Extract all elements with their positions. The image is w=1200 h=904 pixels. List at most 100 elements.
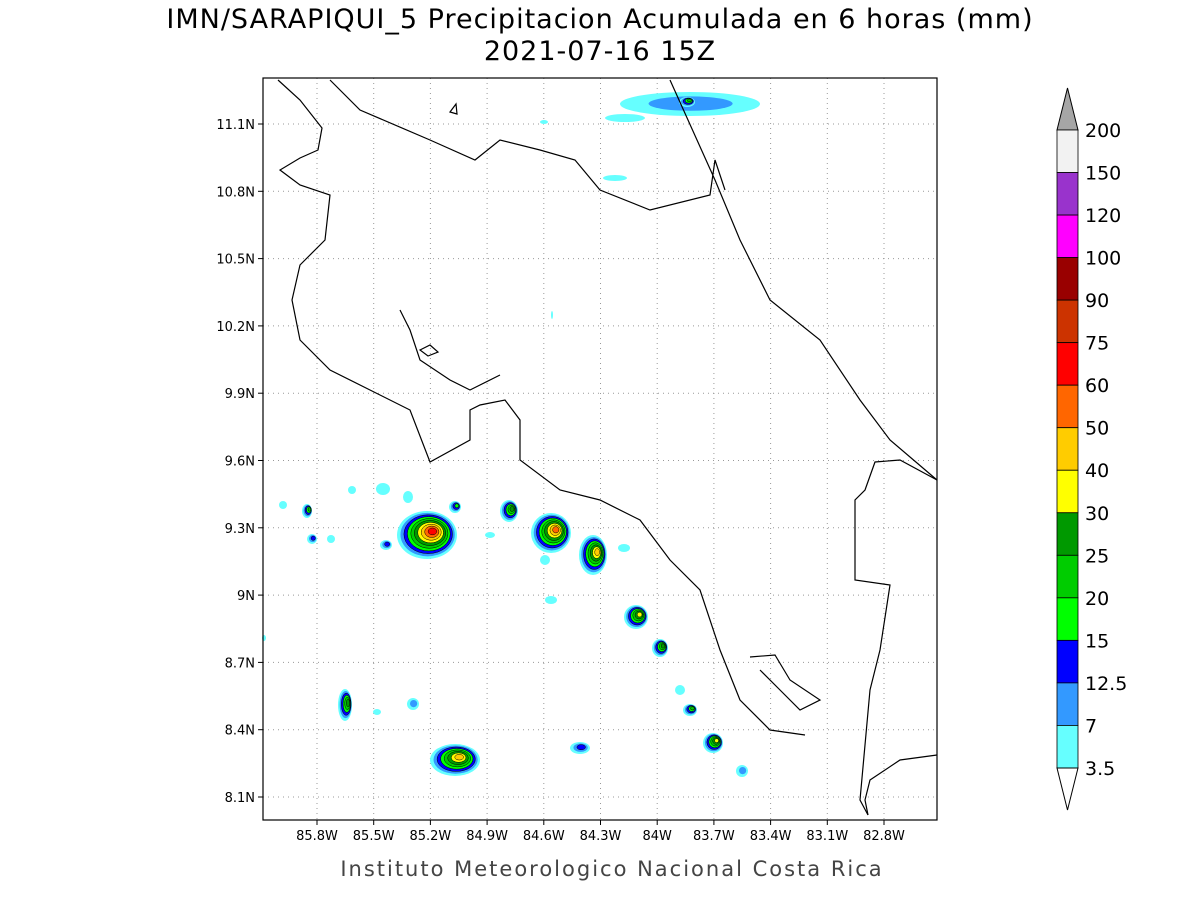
gulf-of-nicoya bbox=[399, 309, 501, 391]
colorbar-box bbox=[1056, 384, 1079, 429]
lat-label: 11.1N bbox=[216, 118, 255, 133]
rain-area bbox=[605, 114, 645, 122]
lon-label: 84.9W bbox=[466, 829, 508, 844]
rain-area bbox=[618, 544, 630, 552]
rain-area bbox=[603, 175, 627, 181]
colorbar-box bbox=[1056, 214, 1079, 258]
colorbar-label: 7 bbox=[1085, 715, 1097, 737]
coastline bbox=[277, 79, 806, 736]
lat-label: 9.6N bbox=[225, 455, 255, 470]
rain-area bbox=[509, 506, 515, 512]
map-frame bbox=[262, 77, 938, 821]
lon-label: 84.6W bbox=[523, 829, 565, 844]
lat-label: 10.2N bbox=[216, 320, 255, 335]
title: IMN/SARAPIQUI_5 Precipitacion Acumulada … bbox=[166, 4, 1033, 35]
lat-label: 9.9N bbox=[225, 387, 255, 402]
panama-coast bbox=[864, 754, 938, 816]
rain-area bbox=[540, 120, 548, 124]
coastlines bbox=[277, 79, 938, 816]
rain-area bbox=[373, 709, 381, 715]
rain-area bbox=[594, 548, 600, 556]
rain-area bbox=[454, 503, 460, 509]
island bbox=[418, 344, 440, 357]
caribbean-coast bbox=[669, 79, 938, 481]
colorbar-box bbox=[1056, 469, 1079, 514]
lon-label: 85.5W bbox=[353, 829, 395, 844]
colorbar-box bbox=[1056, 342, 1079, 386]
lat-label: 9.3N bbox=[225, 522, 255, 537]
colorbar: 200 150 120 100 90 75 60 50 40 30 25 20 15 12.5 7 3.5 bbox=[1056, 87, 1127, 811]
rain-area bbox=[636, 611, 643, 618]
border-nicaragua bbox=[329, 79, 726, 211]
lon-label: 84W bbox=[642, 829, 672, 844]
rain-area bbox=[410, 700, 418, 708]
colorbar-label: 60 bbox=[1085, 375, 1109, 397]
lon-label: 82.8W bbox=[863, 829, 905, 844]
lat-label: 10.5N bbox=[216, 253, 255, 268]
colorbar-label: 20 bbox=[1085, 588, 1109, 610]
colorbar-label: 150 bbox=[1085, 163, 1121, 185]
rain-area bbox=[454, 754, 464, 761]
lon-label: 85.8W bbox=[296, 829, 338, 844]
colorbar-label: 3.5 bbox=[1085, 758, 1115, 780]
colorbar-box bbox=[1056, 427, 1079, 471]
rain-area bbox=[310, 535, 316, 541]
island bbox=[448, 102, 458, 115]
colorbar-label: 75 bbox=[1085, 333, 1109, 355]
colorbar-box bbox=[1056, 257, 1079, 301]
lon-label: 83.4W bbox=[750, 829, 792, 844]
lon-label: 85.2W bbox=[409, 829, 451, 844]
colorbar-box bbox=[1056, 512, 1079, 556]
rain-area bbox=[545, 596, 557, 604]
colorbar-under bbox=[1056, 767, 1079, 811]
osa-peninsula bbox=[749, 654, 822, 711]
rain-area bbox=[279, 501, 287, 509]
rain-area bbox=[346, 699, 350, 707]
colorbar-box bbox=[1056, 639, 1079, 684]
rain-area bbox=[576, 744, 586, 751]
colorbar-label: 50 bbox=[1085, 418, 1109, 440]
lat-label: 10.8N bbox=[216, 185, 255, 200]
rain-area bbox=[739, 767, 747, 775]
rain-area bbox=[485, 532, 495, 538]
colorbar-box bbox=[1056, 172, 1079, 216]
colorbar-box bbox=[1056, 682, 1079, 726]
border-panama bbox=[854, 459, 938, 816]
colorbar-box bbox=[1056, 725, 1079, 769]
rain-area bbox=[686, 98, 692, 103]
colorbar-label: 200 bbox=[1085, 120, 1121, 142]
precipitation bbox=[262, 92, 760, 777]
rain-area bbox=[427, 527, 437, 536]
rain-area bbox=[690, 706, 695, 711]
lat-label: 9N bbox=[237, 589, 255, 604]
rain-area bbox=[384, 541, 391, 547]
footer: Instituto Meteorologico Nacional Costa R… bbox=[340, 857, 883, 881]
colorbar-label: 25 bbox=[1085, 545, 1109, 567]
rain-area bbox=[551, 311, 553, 319]
rain-area bbox=[675, 685, 685, 695]
colorbar-box bbox=[1056, 299, 1079, 344]
lat-label: 8.4N bbox=[225, 724, 255, 739]
lon-label: 84.3W bbox=[580, 829, 622, 844]
colorbar-label: 120 bbox=[1085, 205, 1121, 227]
rain-area bbox=[540, 555, 550, 565]
colorbar-label: 30 bbox=[1085, 503, 1109, 525]
colorbar-label: 15 bbox=[1085, 630, 1109, 652]
rain-area bbox=[403, 491, 413, 503]
colorbar-label: 90 bbox=[1085, 290, 1109, 312]
colorbar-label: 12.5 bbox=[1085, 673, 1127, 695]
rain-area bbox=[714, 738, 719, 743]
colorbar-label: 100 bbox=[1085, 248, 1121, 270]
lon-label: 83.7W bbox=[693, 829, 735, 844]
colorbar-over bbox=[1056, 87, 1079, 131]
rain-area bbox=[552, 526, 560, 534]
rain-area bbox=[660, 643, 666, 649]
rain-area bbox=[348, 486, 356, 494]
rain-area bbox=[327, 535, 335, 543]
colorbar-box bbox=[1056, 554, 1079, 599]
subtitle: 2021-07-16 15Z bbox=[484, 36, 716, 67]
lat-label: 8.7N bbox=[225, 656, 255, 671]
lon-label: 83.1W bbox=[806, 829, 848, 844]
colorbar-label: 40 bbox=[1085, 460, 1109, 482]
